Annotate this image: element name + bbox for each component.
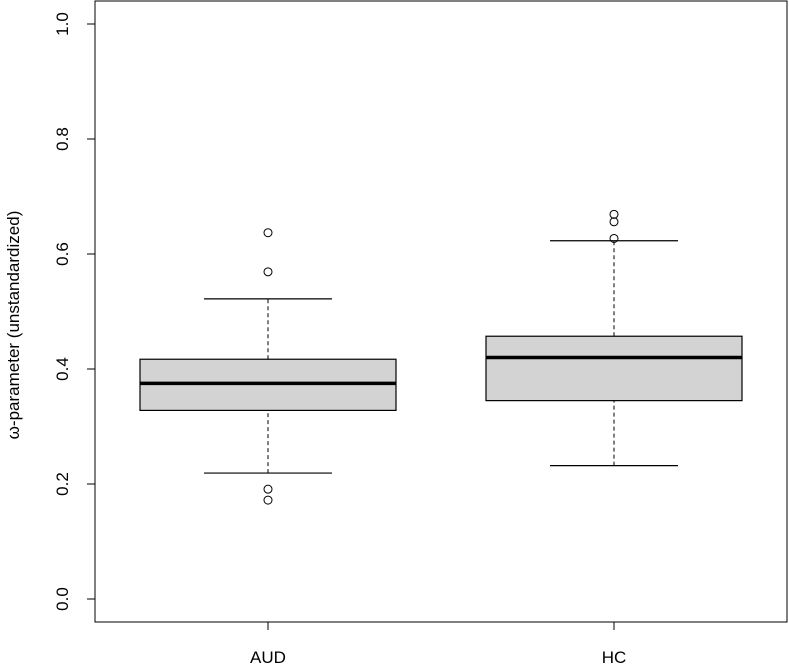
y-tick-label: 0.8 (53, 127, 72, 151)
outlier-point (609, 217, 619, 227)
outlier-point (263, 495, 273, 505)
y-tick-label: 1.0 (53, 12, 72, 36)
y-tick-label: 0.0 (53, 587, 72, 611)
x-tick-label: AUD (250, 648, 286, 667)
outlier-point (609, 209, 619, 219)
box-iqr (485, 335, 743, 402)
outlier-point (263, 228, 273, 238)
boxes (139, 209, 743, 505)
x-axis: AUD HC (250, 621, 627, 667)
y-tick-label: 0.2 (53, 472, 72, 496)
y-axis-label: ω-parameter (unstandardized) (4, 211, 23, 440)
outlier-point (263, 484, 273, 494)
outlier-point (263, 267, 273, 277)
box-group (139, 228, 397, 505)
y-tick-label: 0.4 (53, 357, 72, 381)
plot-frame (94, 0, 788, 623)
y-tick-label: 0.6 (53, 242, 72, 266)
outlier-point (609, 233, 619, 243)
y-axis: 0.0 0.2 0.4 0.6 0.8 1.0 (53, 12, 96, 611)
box-group (485, 209, 743, 467)
x-tick-label: HC (602, 648, 627, 667)
